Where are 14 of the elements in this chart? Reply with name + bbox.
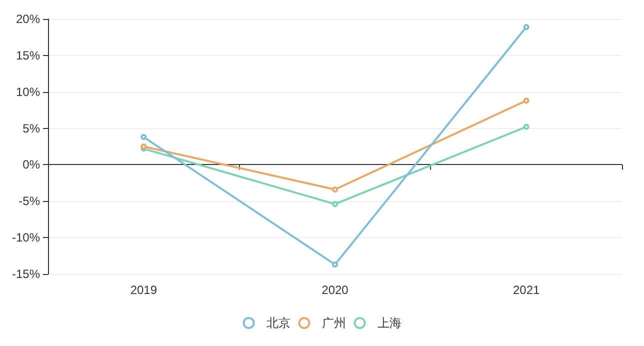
y-tick-label: -15% bbox=[12, 267, 40, 281]
legend-label: 广州 bbox=[322, 316, 346, 330]
y-tick-label: 20% bbox=[16, 12, 40, 26]
y-tick-label: 0% bbox=[22, 158, 40, 172]
legend-label: 北京 bbox=[266, 316, 290, 330]
y-tick-label: -10% bbox=[12, 230, 40, 245]
y-tick-label: 5% bbox=[22, 121, 40, 136]
x-tick-label: 2020 bbox=[322, 283, 349, 297]
x-tick-label: 2021 bbox=[512, 283, 540, 297]
legend-label: 上海 bbox=[377, 316, 402, 330]
y-tick-label: -5% bbox=[18, 194, 40, 208]
y-tick-label: 15% bbox=[16, 48, 40, 62]
y-tick-label: 10% bbox=[16, 84, 40, 99]
x-tick-label: 2019 bbox=[130, 283, 158, 297]
